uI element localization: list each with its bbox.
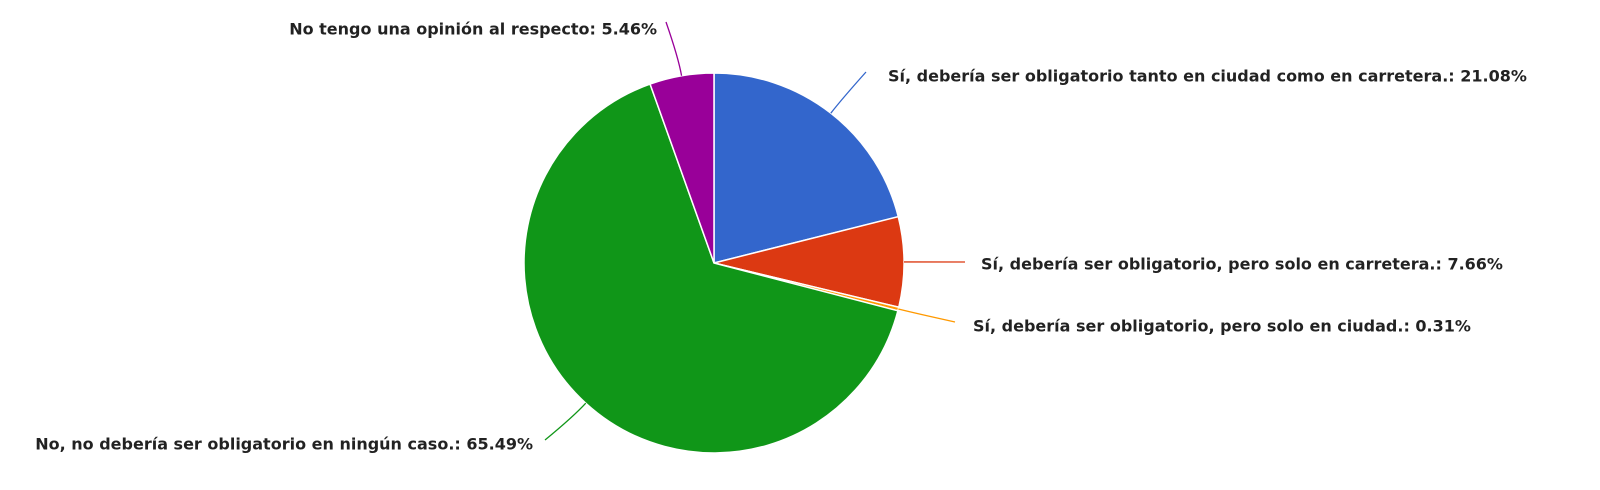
pie-slice bbox=[523, 83, 899, 454]
data-label: No tengo una opinión al respecto: 5.46% bbox=[289, 20, 657, 39]
data-label: No, no debería ser obligatorio en ningún… bbox=[35, 435, 533, 454]
leader-line bbox=[830, 71, 867, 114]
data-label: Sí, debería ser obligatorio tanto en ciu… bbox=[888, 67, 1527, 86]
leader-line bbox=[544, 402, 587, 441]
data-label: Sí, debería ser obligatorio, pero solo e… bbox=[981, 255, 1503, 274]
pie-slice bbox=[713, 72, 900, 264]
leader-line bbox=[898, 308, 956, 323]
leader-line bbox=[665, 21, 683, 76]
data-label: Sí, debería ser obligatorio, pero solo e… bbox=[973, 317, 1471, 336]
